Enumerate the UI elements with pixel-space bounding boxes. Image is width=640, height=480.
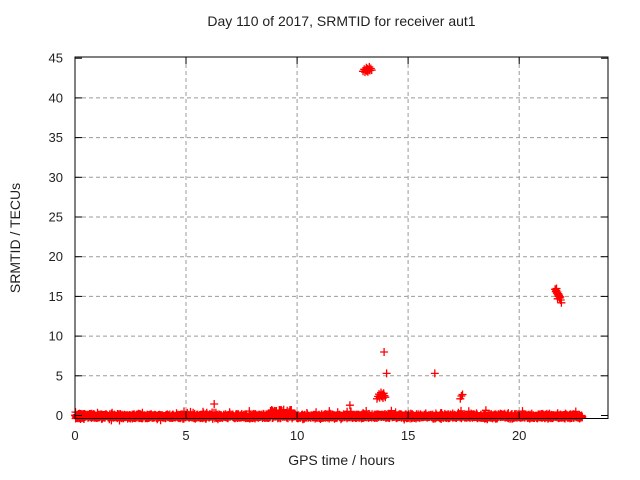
svg-text:35: 35 <box>49 130 63 145</box>
svg-text:30: 30 <box>49 170 63 185</box>
y-axis-label: SRMTID / TECUs <box>7 182 23 294</box>
svg-text:10: 10 <box>290 428 304 443</box>
svg-text:40: 40 <box>49 90 63 105</box>
svg-text:0: 0 <box>71 428 78 443</box>
svg-text:25: 25 <box>49 210 63 225</box>
x-axis-label: GPS time / hours <box>288 452 395 468</box>
grid-lines <box>75 57 608 419</box>
chart-title: Day 110 of 2017, SRMTID for receiver aut… <box>207 13 476 29</box>
scatter-outlier-points <box>210 62 580 416</box>
svg-text:5: 5 <box>56 368 63 383</box>
svg-text:0: 0 <box>56 408 63 423</box>
x-tick-labels: 0 5 10 15 20 <box>71 428 526 443</box>
svg-text:10: 10 <box>49 329 63 344</box>
y-tick-labels: 0 5 10 15 20 25 30 35 40 45 <box>49 51 63 423</box>
svg-text:5: 5 <box>182 428 189 443</box>
svg-text:15: 15 <box>49 289 63 304</box>
axis-ticks <box>74 57 608 419</box>
svg-text:15: 15 <box>401 428 415 443</box>
svg-text:20: 20 <box>512 428 526 443</box>
plot-border <box>74 56 609 419</box>
svg-text:20: 20 <box>49 249 63 264</box>
svg-text:45: 45 <box>49 51 63 66</box>
